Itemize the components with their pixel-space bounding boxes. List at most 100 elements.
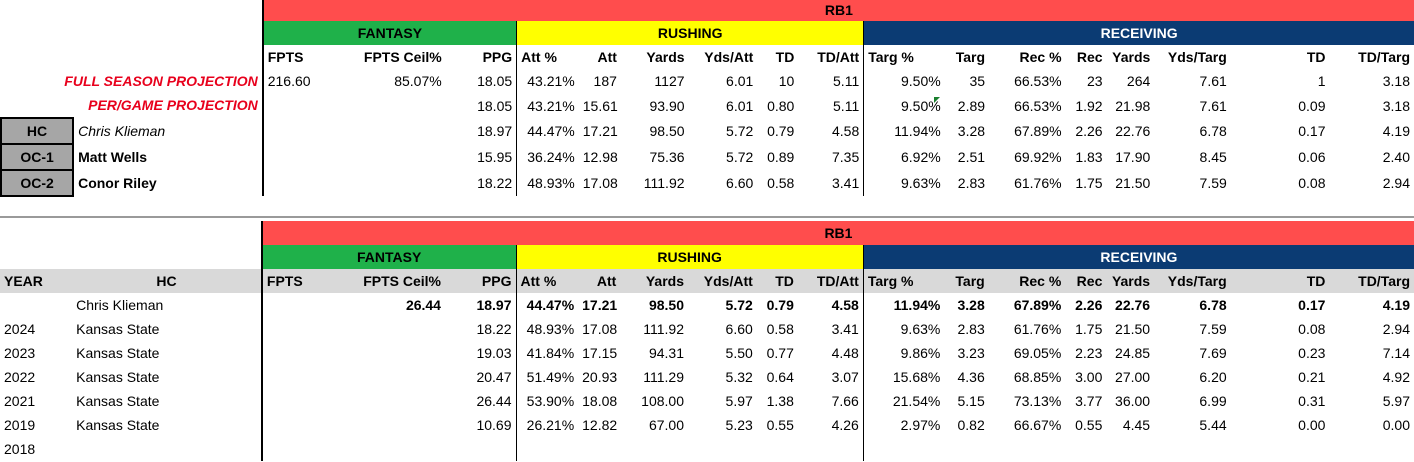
history-row[interactable]: 2023 Kansas State 19.03 41.84% 17.15 94.31 5.5… (0, 341, 1414, 365)
cell-rec-yards[interactable]: 22.76 (1115, 123, 1151, 139)
cell-rec-yards[interactable]: 27.00 (1115, 369, 1151, 385)
history-row[interactable]: 2022 Kansas State 20.47 51.49% 20.93 111.29 5.… (0, 365, 1414, 389)
cell-fpts-ceil[interactable] (333, 437, 445, 461)
cell-rec[interactable]: 3.77 (1075, 393, 1103, 409)
cell-rush-att[interactable]: 18.08 (582, 393, 618, 409)
cell-rec[interactable]: 23 (1087, 73, 1103, 89)
cell-ppg[interactable]: 26.44 (476, 393, 512, 409)
cell-ppg[interactable]: 18.97 (476, 297, 512, 313)
cell-rush-td[interactable] (757, 437, 798, 461)
cell-rush-yds-att[interactable]: 6.01 (726, 73, 754, 89)
cell-rush-att[interactable]: 17.21 (582, 297, 618, 313)
cell-rec-yards[interactable]: 21.50 (1115, 175, 1151, 191)
cell-rush-td[interactable]: 1.38 (766, 393, 794, 409)
cell-rush-att-pct[interactable]: 53.90% (515, 389, 579, 413)
cell-rec-td[interactable]: 0.08 (1298, 321, 1326, 337)
cell-targ[interactable]: 3.28 (957, 123, 986, 139)
cell-fpts-ceil[interactable]: 26.44 (405, 297, 441, 313)
cell-rush-att-pct[interactable]: 48.93% (515, 317, 579, 341)
cell-targ[interactable]: 35 (969, 73, 986, 89)
cell-rush-yards[interactable]: 98.50 (648, 297, 684, 313)
cell-rush-att[interactable]: 17.15 (582, 345, 618, 361)
cell-rush-yds-att[interactable]: 5.32 (725, 369, 753, 385)
full-season-projection-row[interactable]: FULL SEASON PROJECTION 216.60 85.07% 18.05… (1, 69, 1414, 93)
cell-rush-att[interactable]: 12.82 (582, 417, 618, 433)
cell-targ[interactable] (944, 437, 988, 461)
history-row[interactable]: 2024 Kansas State 18.22 48.93% 17.08 111.92 6.… (0, 317, 1414, 341)
cell-fpts[interactable] (260, 341, 333, 365)
cell-rush-td[interactable]: 0.55 (766, 417, 794, 433)
cell-rush-td[interactable]: 0.58 (767, 175, 795, 191)
cell-rec-td[interactable]: 0.06 (1298, 149, 1326, 165)
cell-rec-pct[interactable]: 66.53% (1014, 97, 1062, 114)
cell-rush-att-pct[interactable]: 43.21% (516, 69, 579, 93)
cell-rush-yards[interactable]: 93.90 (649, 97, 685, 114)
cell-rush-att-pct[interactable]: 51.49% (515, 365, 579, 389)
cell-fpts-ceil[interactable] (333, 317, 445, 341)
history-row[interactable]: 2021 Kansas State 26.44 53.90% 18.08 108.00 5.… (0, 389, 1414, 413)
cell-rush-td-att[interactable]: 7.66 (831, 393, 859, 409)
coach-row-oc2[interactable]: OC-2 Conor Riley 18.22 48.93% 17.08 111.92 6… (0, 169, 1414, 197)
cell-rec-td[interactable]: 0.31 (1298, 393, 1326, 409)
year-cell[interactable]: 2018 (4, 441, 36, 457)
cell-td-targ[interactable]: 2.94 (1382, 175, 1410, 191)
cell-ppg[interactable]: 10.69 (476, 417, 512, 433)
cell-rec-yards[interactable]: 17.90 (1115, 149, 1151, 165)
cell-fpts-ceil[interactable] (333, 413, 445, 437)
cell-rush-yards[interactable]: 111.29 (643, 369, 684, 385)
cell-fpts-ceil[interactable]: 85.07% (394, 73, 442, 89)
cell-rec-td[interactable]: 0.17 (1298, 297, 1326, 313)
cell-rush-yards[interactable]: 1127 (654, 73, 685, 89)
coach-row-oc1[interactable]: OC-1 Matt Wells 15.95 36.24% 12.98 75.36 5.7… (0, 143, 1414, 171)
cell-targ[interactable]: 4.36 (957, 369, 985, 385)
cell-yds-targ[interactable]: 6.20 (1199, 369, 1227, 385)
cell-rec-yards[interactable]: 24.85 (1115, 345, 1151, 361)
cell-rush-yds-att[interactable]: 5.72 (725, 297, 753, 313)
history-row[interactable]: Chris Klieman 26.44 18.97 44.47% 17.21 98.50 5… (0, 293, 1414, 317)
cell-fpts[interactable] (261, 93, 334, 118)
cell-targ[interactable]: 5.15 (957, 393, 985, 409)
cell-rec[interactable]: 2.23 (1075, 345, 1103, 361)
cell-rush-att-pct[interactable]: 48.93% (516, 170, 579, 196)
cell-rush-yds-att[interactable]: 5.72 (726, 123, 754, 139)
cell-rec-td[interactable]: 0.09 (1298, 97, 1326, 114)
cell-rush-yds-att[interactable]: 5.72 (726, 149, 754, 165)
cell-rec-yards[interactable]: 36.00 (1115, 393, 1151, 409)
cell-yds-targ[interactable]: 7.69 (1199, 345, 1227, 361)
cell-rec-pct[interactable]: 66.67% (1013, 417, 1062, 433)
cell-rec-pct[interactable]: 69.05% (1013, 345, 1062, 361)
cell-ppg[interactable]: 15.95 (477, 149, 513, 165)
cell-ppg[interactable]: 18.05 (477, 97, 513, 114)
history-row[interactable]: 2018 (0, 437, 1414, 461)
cell-targ-pct[interactable]: 9.50% (863, 69, 945, 93)
cell-fpts-ceil[interactable] (334, 170, 446, 196)
cell-fpts-ceil[interactable] (333, 389, 445, 413)
cell-rush-td-att[interactable]: 7.35 (831, 149, 860, 165)
cell-rec-td[interactable]: 1 (1317, 73, 1326, 89)
cell-rush-yards[interactable]: 108.00 (641, 393, 684, 409)
cell-rec-yards[interactable] (1106, 437, 1154, 461)
cell-targ-pct[interactable]: 11.94% (863, 118, 945, 144)
cell-targ-pct[interactable]: 9.50% (863, 93, 945, 118)
cell-rush-yards[interactable] (620, 437, 688, 461)
cell-rush-yds-att[interactable]: 5.97 (725, 393, 753, 409)
cell-rush-td-att[interactable]: 3.41 (831, 321, 859, 337)
cell-targ[interactable]: 2.89 (957, 97, 986, 114)
year-cell[interactable]: 2024 (4, 321, 36, 337)
team-cell[interactable]: Chris Klieman (76, 297, 164, 313)
cell-rec-yards[interactable]: 264 (1126, 73, 1151, 89)
cell-targ-pct[interactable] (862, 437, 945, 461)
cell-ppg[interactable]: 19.03 (476, 345, 512, 361)
cell-rush-att-pct[interactable]: 44.47% (515, 293, 579, 317)
cell-fpts[interactable] (260, 413, 333, 437)
cell-ppg[interactable]: 18.22 (476, 321, 512, 337)
cell-targ[interactable]: 2.83 (957, 321, 985, 337)
cell-rush-att[interactable]: 17.08 (582, 175, 618, 191)
cell-yds-targ[interactable]: 7.59 (1199, 321, 1227, 337)
cell-td-targ[interactable] (1329, 437, 1414, 461)
year-cell[interactable]: 2021 (4, 393, 36, 409)
cell-rush-yds-att[interactable]: 6.60 (726, 175, 754, 191)
per-game-projection-row[interactable]: PER/GAME PROJECTION 18.05 43.21% 15.61 93.9… (1, 93, 1414, 118)
cell-fpts-ceil[interactable] (333, 365, 445, 389)
cell-rec[interactable]: 1.92 (1075, 97, 1103, 114)
